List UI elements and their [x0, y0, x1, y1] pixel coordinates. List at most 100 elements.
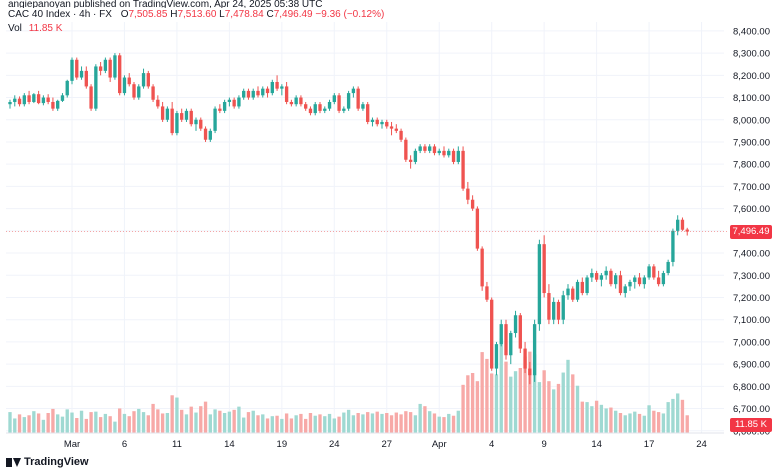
- volume-legend: Vol 11.85 K: [8, 22, 568, 36]
- volume-bar: [351, 415, 356, 433]
- volume-bar: [203, 401, 208, 433]
- candle-body: [652, 266, 656, 278]
- candle-body: [504, 324, 508, 356]
- volume-bar: [504, 361, 508, 433]
- candle-body: [256, 90, 260, 96]
- symbol-name[interactable]: CAC 40 Index · 4h · FX: [8, 9, 112, 20]
- candle-body: [242, 90, 246, 98]
- volume-bar: [528, 351, 532, 433]
- x-tick-label: 14: [591, 439, 602, 450]
- chart-header: angiepanoyan published on TradingView.co…: [8, 0, 568, 36]
- volume-bar: [175, 397, 179, 433]
- volume-bar: [490, 373, 494, 433]
- candle-body: [304, 104, 308, 109]
- tradingview-brand-text: TradingView: [24, 456, 89, 468]
- candle-body: [51, 101, 55, 109]
- volume-bar: [680, 399, 685, 433]
- x-tick-label: 24: [696, 439, 707, 450]
- volume-bar: [542, 370, 546, 433]
- volume-bar: [313, 415, 317, 433]
- volume-bar: [208, 414, 212, 433]
- candle-body: [208, 130, 212, 140]
- volume-bar: [590, 406, 594, 433]
- candle-body: [366, 104, 370, 122]
- candle-body: [413, 150, 418, 162]
- volume-bar: [537, 382, 542, 433]
- candle-body: [671, 230, 675, 262]
- volume-bar: [184, 414, 189, 433]
- candle-body: [561, 295, 565, 320]
- candle-body: [523, 348, 527, 369]
- candle-body: [118, 55, 122, 94]
- candle-body: [227, 99, 232, 102]
- candle-body: [428, 146, 432, 151]
- volume-bar: [113, 421, 117, 433]
- candle-body: [84, 70, 88, 87]
- volume-bar: [418, 403, 422, 433]
- x-tick-label: Mar: [64, 439, 80, 450]
- volume-bar: [408, 412, 413, 433]
- candle-body: [532, 324, 537, 376]
- volume-bar: [556, 383, 561, 433]
- candle-body: [17, 98, 22, 105]
- high-value: 7,513.60: [177, 9, 217, 20]
- volume-bar: [70, 412, 74, 433]
- tradingview-logo[interactable]: TradingView: [6, 456, 89, 468]
- volume-bar: [160, 413, 165, 433]
- candle-body: [170, 108, 174, 134]
- volume-bar: [604, 408, 608, 433]
- y-tick-label: 7,300.00: [733, 271, 770, 282]
- candle-body: [251, 90, 255, 98]
- candle-body: [108, 59, 112, 78]
- volume-bar: [642, 415, 646, 433]
- volume-bar: [676, 393, 680, 433]
- volume-bar: [337, 416, 341, 433]
- volume-bar: [470, 373, 475, 433]
- volume-bar: [251, 410, 255, 433]
- x-tick-label: 19: [277, 439, 288, 450]
- candle-body: [261, 88, 265, 96]
- candle-body: [456, 150, 460, 162]
- candle-body: [8, 101, 12, 105]
- volume-bar: [36, 413, 41, 433]
- volume-bar: [499, 338, 503, 433]
- candle-body: [404, 139, 408, 160]
- candle-body: [60, 95, 65, 101]
- volume-value: 11.85 K: [28, 23, 63, 34]
- candle-body: [528, 368, 532, 376]
- candle-body: [447, 150, 451, 156]
- volume-bar: [13, 418, 17, 433]
- candle-body: [633, 277, 637, 282]
- volume-bar: [137, 408, 141, 433]
- volume-bar: [571, 374, 575, 433]
- y-tick-label: 7,700.00: [733, 182, 770, 193]
- candle-body: [337, 95, 341, 111]
- volume-bar: [242, 417, 246, 433]
- volume-bar: [94, 411, 98, 433]
- candle-body: [194, 119, 198, 125]
- volume-bar: [265, 418, 270, 433]
- volume-bar: [494, 374, 499, 433]
- volume-bar: [566, 359, 570, 433]
- volume-bar: [84, 418, 88, 433]
- y-tick-label: 8,300.00: [733, 49, 770, 60]
- time-axis: Mar 6 11 14 19 24 27 Apr 4 9 14 17 24: [6, 432, 724, 450]
- y-tick-label: 8,100.00: [733, 93, 770, 104]
- volume-bar: [180, 409, 184, 433]
- high-label: H: [170, 9, 178, 20]
- volume-bar: [523, 356, 527, 433]
- candle-body: [89, 86, 93, 109]
- candle-body: [437, 150, 441, 154]
- volume-bar: [633, 411, 637, 433]
- candle-body: [461, 150, 465, 189]
- candle-body: [432, 146, 437, 154]
- volume-bar: [614, 410, 618, 433]
- candle-body: [490, 299, 494, 369]
- volume-bar: [127, 416, 131, 433]
- volume-bar: [423, 406, 427, 433]
- candle-body: [160, 106, 165, 120]
- y-tick-label: 7,100.00: [733, 315, 770, 326]
- x-tick-label: Apr: [432, 439, 447, 450]
- x-tick-label: 14: [224, 439, 235, 450]
